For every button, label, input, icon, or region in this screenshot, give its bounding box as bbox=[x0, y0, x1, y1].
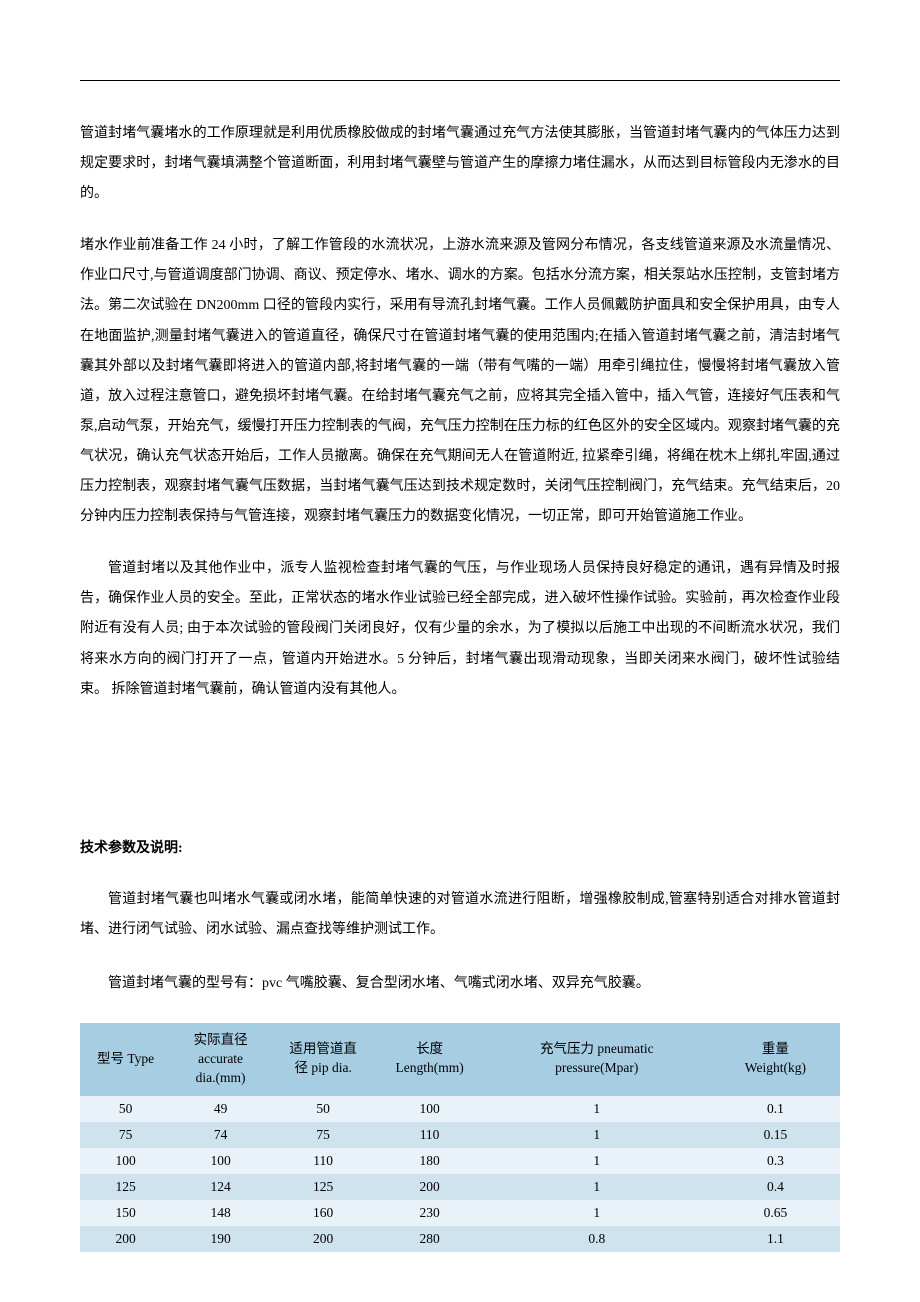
cell: 180 bbox=[376, 1148, 482, 1174]
cell: 74 bbox=[171, 1122, 270, 1148]
th-type: 型号 Type bbox=[80, 1023, 171, 1096]
table-header-row: 型号 Type 实际直径accuratedia.(mm) 适用管道直径 pip … bbox=[80, 1023, 840, 1096]
paragraph-types: 管道封堵气囊的型号有：pvc 气嘴胶囊、复合型闭水堵、气嘴式闭水堵、双异充气胶囊… bbox=[80, 969, 840, 999]
cell: 124 bbox=[171, 1174, 270, 1200]
th-accdia: 实际直径accuratedia.(mm) bbox=[171, 1023, 270, 1096]
paragraph-operation: 管道封堵以及其他作业中，派专人监视检查封堵气囊的气压，与作业现场人员保持良好稳定… bbox=[80, 554, 840, 704]
cell: 49 bbox=[171, 1096, 270, 1122]
cell: 200 bbox=[80, 1226, 171, 1252]
cell: 100 bbox=[171, 1148, 270, 1174]
cell: 190 bbox=[171, 1226, 270, 1252]
cell: 0.65 bbox=[711, 1200, 840, 1226]
cell: 148 bbox=[171, 1200, 270, 1226]
th-weight: 重量Weight(kg) bbox=[711, 1023, 840, 1096]
cell: 1 bbox=[483, 1096, 711, 1122]
cell: 1 bbox=[483, 1148, 711, 1174]
paragraph-description: 管道封堵气囊也叫堵水气囊或闭水堵，能简单快速的对管道水流进行阻断，增强橡胶制成,… bbox=[80, 885, 840, 945]
cell: 160 bbox=[270, 1200, 376, 1226]
cell: 0.1 bbox=[711, 1096, 840, 1122]
cell: 200 bbox=[270, 1226, 376, 1252]
table-row: 50495010010.1 bbox=[80, 1096, 840, 1122]
cell: 1 bbox=[483, 1122, 711, 1148]
paragraph-preparation: 堵水作业前准备工作 24 小时，了解工作管段的水流状况，上游水流来源及管网分布情… bbox=[80, 231, 840, 532]
cell: 1 bbox=[483, 1200, 711, 1226]
spec-table-wrapper: 型号 Type 实际直径accuratedia.(mm) 适用管道直径 pip … bbox=[80, 1023, 840, 1252]
cell: 100 bbox=[376, 1096, 482, 1122]
horizontal-rule bbox=[80, 80, 840, 81]
table-row: 12512412520010.4 bbox=[80, 1174, 840, 1200]
table-row: 15014816023010.65 bbox=[80, 1200, 840, 1226]
table-row: 75747511010.15 bbox=[80, 1122, 840, 1148]
cell: 200 bbox=[376, 1174, 482, 1200]
cell: 230 bbox=[376, 1200, 482, 1226]
cell: 1.1 bbox=[711, 1226, 840, 1252]
cell: 0.3 bbox=[711, 1148, 840, 1174]
cell: 280 bbox=[376, 1226, 482, 1252]
th-length: 长度Length(mm) bbox=[376, 1023, 482, 1096]
table-row: 2001902002800.81.1 bbox=[80, 1226, 840, 1252]
section-heading-tech-params: 技术参数及说明: bbox=[80, 837, 840, 857]
cell: 0.8 bbox=[483, 1226, 711, 1252]
cell: 50 bbox=[270, 1096, 376, 1122]
cell: 1 bbox=[483, 1174, 711, 1200]
spacer bbox=[80, 727, 840, 837]
cell: 75 bbox=[80, 1122, 171, 1148]
cell: 150 bbox=[80, 1200, 171, 1226]
cell: 125 bbox=[270, 1174, 376, 1200]
table-row: 10010011018010.3 bbox=[80, 1148, 840, 1174]
cell: 0.4 bbox=[711, 1174, 840, 1200]
cell: 110 bbox=[376, 1122, 482, 1148]
cell: 50 bbox=[80, 1096, 171, 1122]
th-pipdia: 适用管道直径 pip dia. bbox=[270, 1023, 376, 1096]
paragraph-principle: 管道封堵气囊堵水的工作原理就是利用优质橡胶做成的封堵气囊通过充气方法使其膨胀，当… bbox=[80, 119, 840, 209]
cell: 100 bbox=[80, 1148, 171, 1174]
cell: 0.15 bbox=[711, 1122, 840, 1148]
th-pressure: 充气压力 pneumaticpressure(Mpar) bbox=[483, 1023, 711, 1096]
cell: 125 bbox=[80, 1174, 171, 1200]
table-body: 50495010010.1 75747511010.15 10010011018… bbox=[80, 1096, 840, 1252]
cell: 110 bbox=[270, 1148, 376, 1174]
cell: 75 bbox=[270, 1122, 376, 1148]
spec-table: 型号 Type 实际直径accuratedia.(mm) 适用管道直径 pip … bbox=[80, 1023, 840, 1252]
